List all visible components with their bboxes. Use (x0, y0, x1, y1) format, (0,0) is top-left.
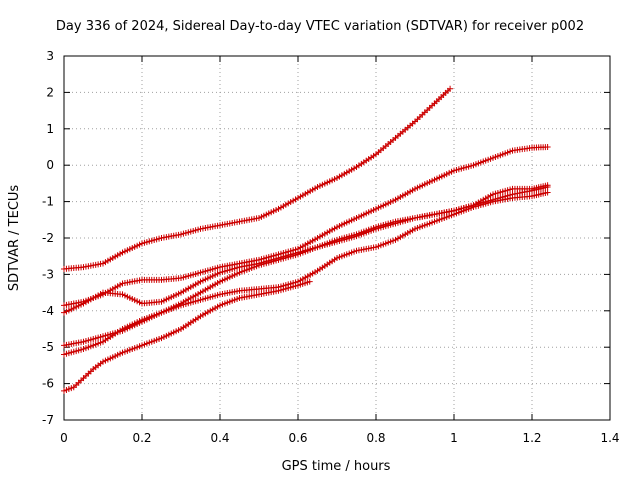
x-tick-label: 1 (450, 431, 458, 445)
x-tick-label: 0.4 (210, 431, 229, 445)
series-6 (61, 278, 313, 394)
x-tick-label: 0.2 (132, 431, 151, 445)
chart-title: Day 336 of 2024, Sidereal Day-to-day VTE… (56, 19, 584, 34)
y-tick-label: -3 (42, 267, 54, 281)
data-point (544, 144, 551, 150)
y-axis-label: SDTVAR / TECUs (7, 185, 22, 292)
data-point (544, 184, 551, 191)
series-line (63, 186, 548, 346)
x-axis-label: GPS time / hours (282, 459, 391, 474)
y-tick-label: 1 (46, 122, 54, 136)
x-tick-label: 0.8 (366, 431, 385, 445)
x-tick-label: 0 (60, 431, 68, 445)
series-1 (61, 85, 454, 272)
y-tick-label: -2 (42, 231, 54, 245)
y-tick-label: -5 (42, 340, 54, 354)
series-2 (61, 144, 551, 309)
data-series (61, 85, 551, 394)
y-tick-label: -6 (42, 377, 54, 391)
data-point (544, 189, 551, 196)
data-point (447, 85, 454, 92)
x-tick-label: 1.4 (600, 431, 619, 445)
series-5 (61, 189, 551, 358)
y-tick-label: 2 (46, 85, 54, 99)
data-point (306, 278, 313, 285)
y-tick-label: 3 (46, 49, 54, 63)
series-line (63, 192, 548, 355)
y-tick-label: -4 (42, 304, 54, 318)
y-tick-label: -7 (42, 413, 54, 427)
x-tick-label: 0.6 (288, 431, 307, 445)
x-tick-label: 1.2 (522, 431, 541, 445)
axis-ticks: 0 0.2 0.4 0.6 0.8 1 1.2 1.4 -7 -6 -5 -4 -3 -2 -1 0 1 2 3 (42, 49, 620, 445)
y-tick-label: -1 (42, 195, 54, 209)
y-tick-label: 0 (46, 158, 54, 172)
